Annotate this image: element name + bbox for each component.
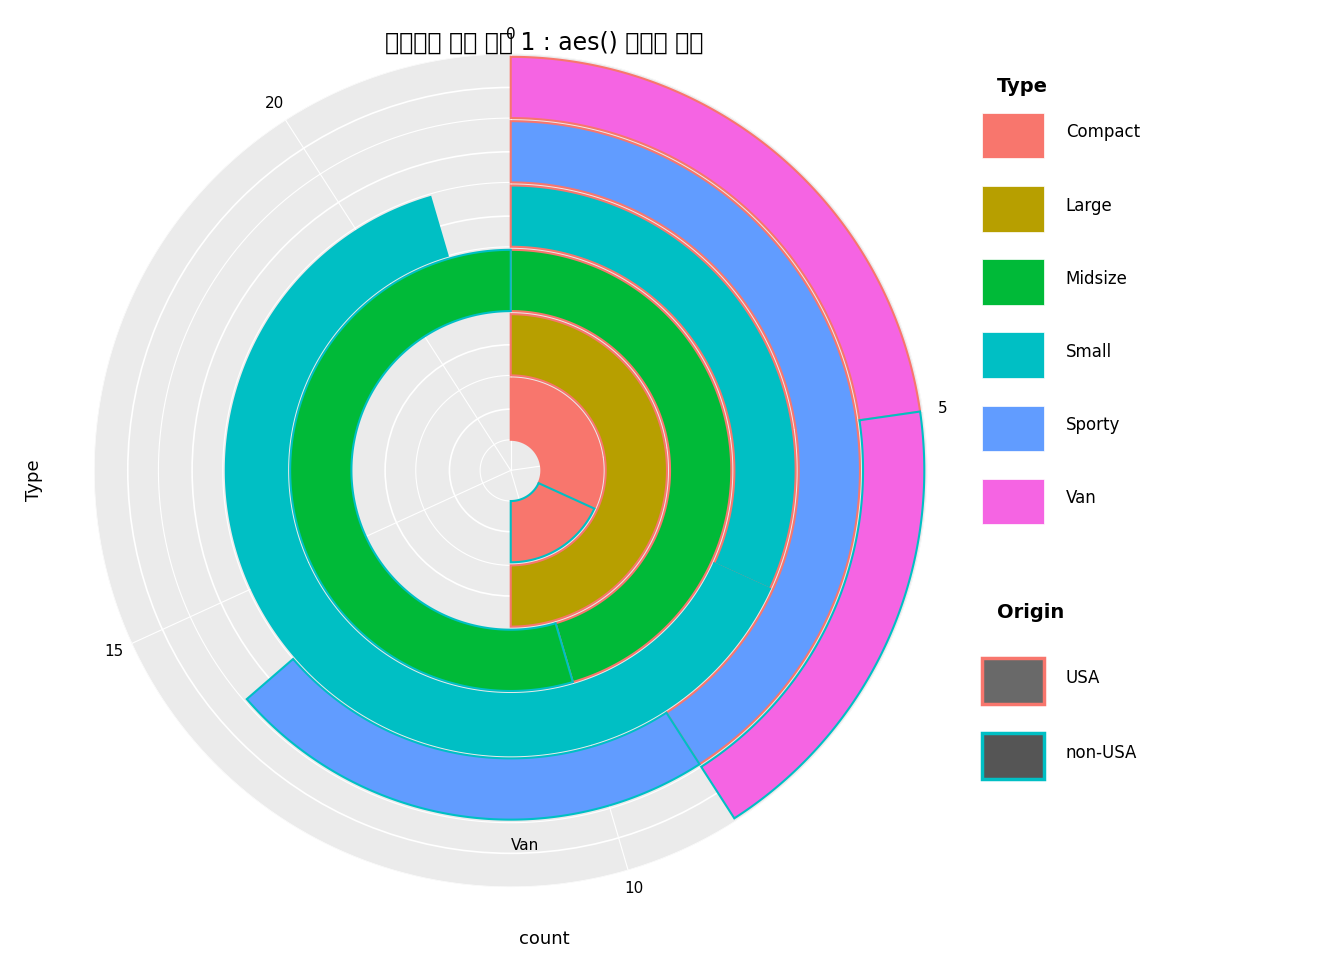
- Polygon shape: [247, 659, 699, 820]
- Text: Type: Type: [24, 459, 43, 501]
- Text: Large: Large: [1066, 197, 1113, 215]
- Bar: [982, 479, 1044, 524]
- Text: Type: Type: [997, 78, 1048, 96]
- Text: Van: Van: [1066, 490, 1097, 508]
- Text: USA: USA: [1066, 669, 1099, 687]
- Text: 제조국별 파이 차트 1 : aes() 함수의 이용: 제조국별 파이 차트 1 : aes() 함수의 이용: [386, 31, 703, 55]
- Text: Origin: Origin: [997, 603, 1064, 622]
- Bar: [982, 405, 1044, 451]
- Polygon shape: [511, 121, 860, 764]
- Text: Compact: Compact: [1066, 124, 1140, 141]
- Polygon shape: [511, 185, 796, 588]
- Polygon shape: [511, 314, 667, 627]
- Text: count: count: [519, 930, 570, 948]
- Polygon shape: [226, 197, 770, 756]
- Polygon shape: [702, 412, 925, 818]
- Text: Sporty: Sporty: [1066, 417, 1120, 434]
- Bar: [982, 659, 1044, 704]
- Text: non-USA: non-USA: [1066, 744, 1137, 761]
- Polygon shape: [511, 483, 594, 563]
- Text: Midsize: Midsize: [1066, 270, 1128, 288]
- Bar: [982, 259, 1044, 304]
- Polygon shape: [511, 57, 921, 420]
- Bar: [982, 332, 1044, 378]
- Text: Small: Small: [1066, 343, 1111, 361]
- Polygon shape: [511, 250, 731, 682]
- Polygon shape: [290, 250, 573, 691]
- Bar: [982, 733, 1044, 779]
- Bar: [982, 186, 1044, 231]
- Bar: [982, 112, 1044, 158]
- Polygon shape: [511, 378, 602, 509]
